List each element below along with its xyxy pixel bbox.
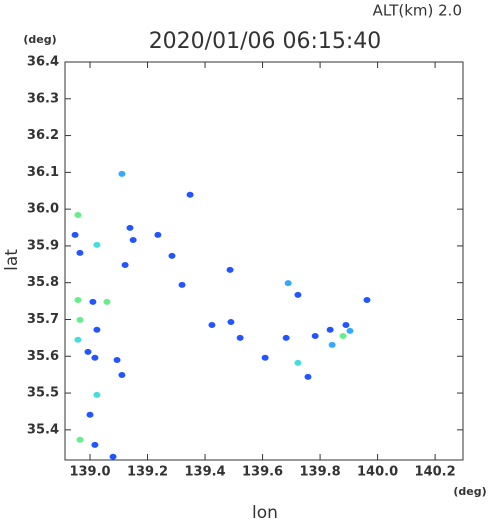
- y-tick-label: 36.0: [27, 202, 59, 217]
- x-tick-label: 139.2: [127, 465, 168, 480]
- echo-cell: [121, 262, 129, 269]
- x-unit: (deg): [453, 485, 486, 498]
- echo-cell: [284, 280, 292, 287]
- echo-cell: [304, 373, 312, 380]
- echo-cell: [113, 356, 121, 363]
- echo-cell: [118, 372, 126, 379]
- echo-cell: [129, 237, 137, 244]
- x-tick-label: 139.8: [300, 465, 341, 480]
- x-tick-label: 139.0: [69, 465, 110, 480]
- echo-cell: [91, 354, 99, 361]
- x-tick-label: 140.2: [415, 465, 456, 480]
- echo-cell: [71, 231, 79, 238]
- echo-cell: [86, 411, 94, 418]
- y-tick-label: 36.4: [27, 55, 59, 70]
- echo-cell: [294, 291, 302, 298]
- echo-cell: [227, 319, 235, 326]
- echo-cell: [74, 212, 82, 219]
- echo-cell: [126, 224, 134, 231]
- echo-cell: [342, 322, 350, 329]
- echo-cell: [118, 170, 126, 177]
- y-tick-label: 36.3: [27, 91, 59, 106]
- echo-cell: [76, 316, 84, 323]
- echo-cell: [74, 336, 82, 343]
- plot-frame: [64, 61, 464, 461]
- echo-cell: [226, 266, 234, 273]
- echo-cell: [93, 241, 101, 248]
- echo-cell: [74, 296, 82, 303]
- echo-cell: [339, 333, 347, 340]
- echo-cell: [76, 249, 84, 256]
- y-unit: (deg): [23, 33, 56, 46]
- x-axis-label: lon: [252, 503, 278, 521]
- echo-cell: [346, 327, 354, 334]
- echo-cell: [84, 348, 92, 355]
- echo-cell: [208, 322, 216, 329]
- y-tick-label: 35.7: [27, 312, 59, 327]
- echo-cell: [178, 281, 186, 288]
- y-tick-label: 35.5: [27, 386, 59, 401]
- echo-cell: [261, 354, 269, 361]
- chart-title: 2020/01/06 06:15:40: [149, 29, 382, 54]
- y-axis-label: lat: [2, 249, 22, 271]
- echo-cell: [311, 333, 319, 340]
- x-tick-label: 139.4: [184, 465, 225, 480]
- y-tick-label: 35.9: [27, 238, 59, 253]
- y-tick-label: 36.2: [27, 128, 59, 143]
- echo-cell: [109, 453, 117, 460]
- chart-subtitle: ALT(km) 2.0: [373, 2, 462, 20]
- echo-cell: [236, 334, 244, 341]
- echo-cell: [93, 326, 101, 333]
- echo-cell: [89, 298, 97, 305]
- echo-cell: [294, 359, 302, 366]
- echo-cell: [168, 252, 176, 259]
- x-tick-label: 139.6: [242, 465, 283, 480]
- x-tick-label: 140.0: [357, 465, 398, 480]
- y-tick-label: 36.1: [27, 165, 59, 180]
- echo-cell: [91, 441, 99, 448]
- echo-cell: [103, 298, 111, 305]
- echo-cell: [93, 391, 101, 398]
- y-tick-label: 35.6: [27, 349, 59, 364]
- plot-area: [71, 170, 371, 460]
- echo-cell: [363, 296, 371, 303]
- echo-cell: [76, 436, 84, 443]
- echo-cell: [326, 326, 334, 333]
- y-tick-label: 35.4: [27, 422, 59, 437]
- echo-cell: [282, 334, 290, 341]
- echo-cell: [186, 191, 194, 198]
- echo-cell: [154, 231, 162, 238]
- y-tick-label: 35.8: [27, 275, 59, 290]
- echo-cell: [328, 341, 336, 348]
